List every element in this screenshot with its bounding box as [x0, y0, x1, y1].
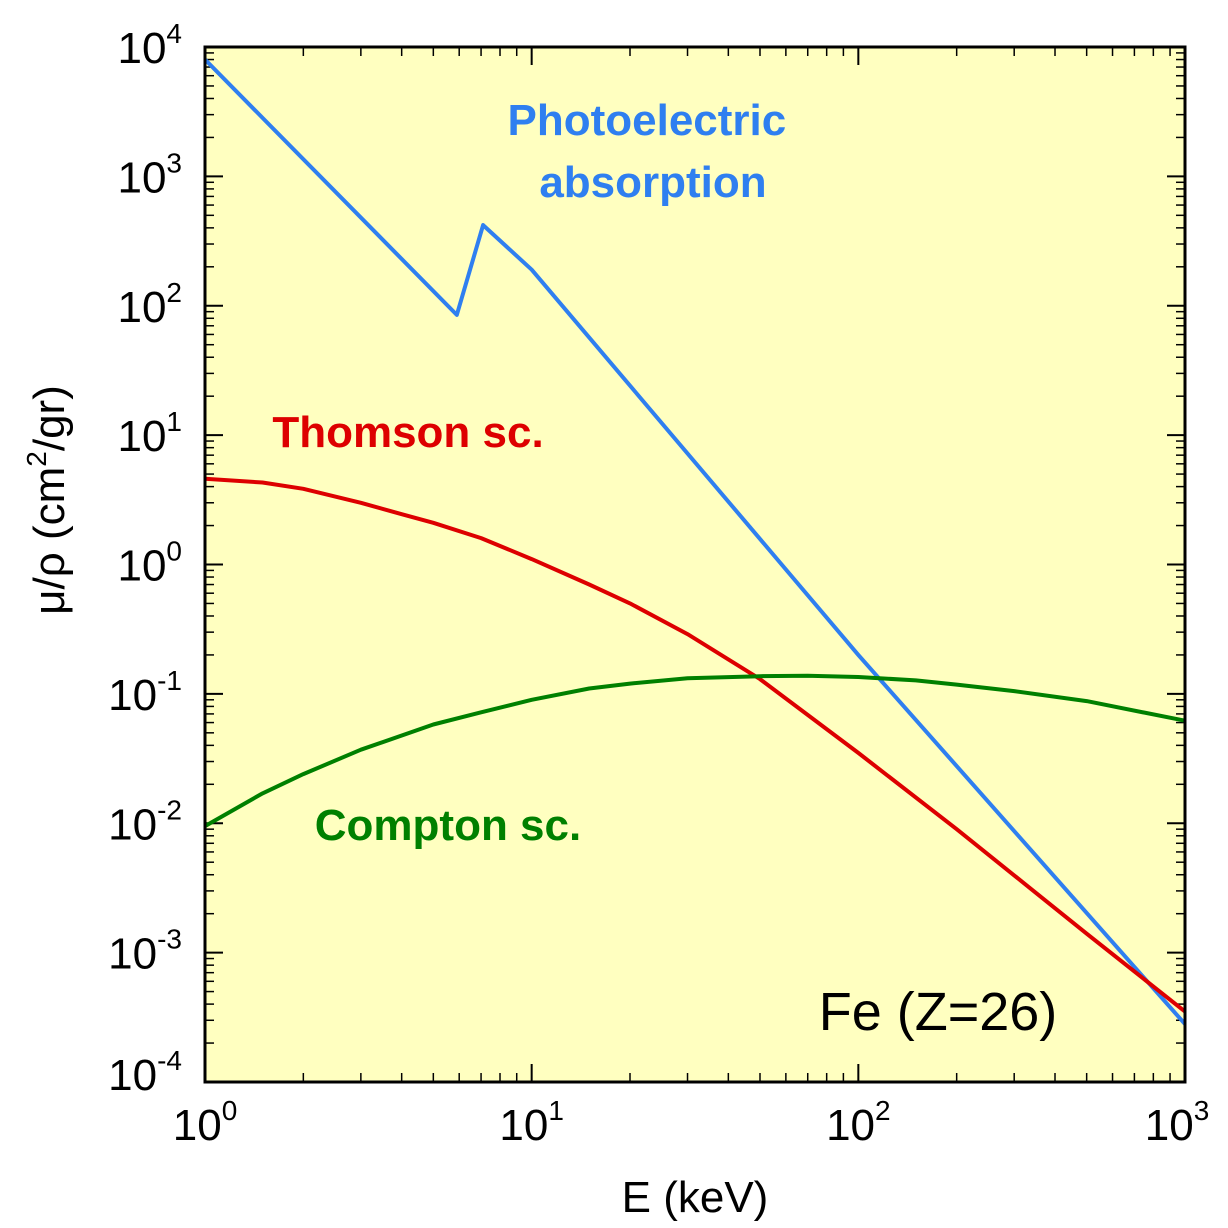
- y-tick-exp: -1: [157, 665, 182, 696]
- y-tick-label: 104: [117, 18, 182, 73]
- x-tick-base: 10: [1145, 1101, 1194, 1150]
- y-tick-exp: 0: [166, 536, 182, 567]
- annotation-thomson: Thomson sc.: [272, 408, 543, 457]
- series-line-thomson: [204, 476, 1187, 1014]
- x-axis-title: E (keV): [622, 1173, 769, 1222]
- x-tick-label: 103: [1145, 1095, 1210, 1150]
- y-tick-base: 10: [108, 671, 157, 720]
- y-tick-label: 10-4: [108, 1045, 182, 1100]
- x-tick-base: 10: [173, 1101, 222, 1150]
- y-tick-base: 10: [117, 283, 166, 332]
- y-tick-exp: 1: [166, 406, 182, 437]
- x-tick-base: 10: [826, 1101, 875, 1150]
- y-tick-label: 10-3: [108, 924, 182, 979]
- y-tick-base: 10: [117, 412, 166, 461]
- y-tick-base: 10: [108, 800, 157, 849]
- y-tick-base: 10: [117, 153, 166, 202]
- y-tick-label: 10-1: [108, 665, 182, 720]
- plot-area: [205, 47, 1185, 1082]
- x-tick-label: 100: [173, 1095, 238, 1150]
- y-axis-title-sup: 2: [21, 451, 52, 467]
- y-axis-title-pre: μ/ρ (cm: [25, 467, 74, 615]
- y-axis-title-post: /gr): [25, 385, 74, 451]
- y-tick-base: 10: [117, 24, 166, 73]
- series-line-photoelectric: [203, 58, 1187, 1026]
- x-tick-label: 101: [499, 1095, 564, 1150]
- x-tick-exp: 3: [1194, 1095, 1210, 1126]
- y-tick-label: 101: [117, 406, 182, 461]
- y-tick-exp: 2: [166, 277, 182, 308]
- y-tick-exp: 4: [166, 18, 182, 49]
- annotation-photoelectric-line2: absorption: [539, 158, 766, 207]
- x-tick-label: 102: [826, 1095, 891, 1150]
- x-tick-exp: 2: [875, 1095, 891, 1126]
- x-tick-labels: 100 101 102 103: [173, 1095, 1210, 1150]
- y-tick-label: 103: [117, 147, 182, 202]
- y-tick-base: 10: [108, 930, 157, 979]
- y-tick-exp: -3: [157, 924, 182, 955]
- element-label: Fe (Z=26): [819, 982, 1058, 1042]
- x-tick-exp: 1: [548, 1095, 564, 1126]
- y-tick-base: 10: [117, 542, 166, 591]
- annotation-photoelectric: Photoelectric absorption: [508, 96, 799, 207]
- series-line-compton: [204, 673, 1186, 828]
- y-tick-exp: -2: [157, 794, 182, 825]
- y-tick-label: 10-2: [108, 794, 182, 849]
- y-tick-exp: -4: [157, 1045, 182, 1076]
- y-tick-label: 100: [117, 536, 182, 591]
- y-axis-title: μ/ρ (cm2/gr): [21, 385, 74, 615]
- plot-frame: [203, 45, 1187, 1084]
- y-tick-base: 10: [108, 1051, 157, 1100]
- annotation-photoelectric-line1: Photoelectric: [508, 96, 787, 145]
- x-tick-exp: 0: [222, 1095, 238, 1126]
- y-tick-exp: 3: [166, 147, 182, 178]
- annotation-compton: Compton sc.: [315, 801, 581, 850]
- series-layer: [203, 58, 1187, 1026]
- x-tick-base: 10: [499, 1101, 548, 1150]
- y-tick-label: 102: [117, 277, 182, 332]
